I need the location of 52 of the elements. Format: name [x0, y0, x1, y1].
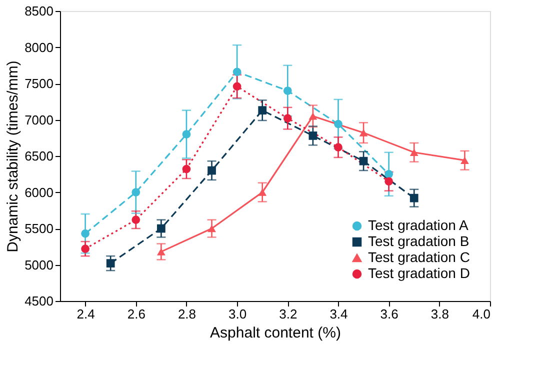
legend-label: Test gradation B [368, 233, 470, 249]
point [132, 188, 140, 196]
legend-label: Test gradation D [368, 265, 470, 281]
point [156, 224, 166, 233]
point [208, 224, 216, 232]
legend-label: Test gradation A [368, 217, 470, 233]
point [81, 229, 90, 238]
point [156, 248, 166, 256]
legend-label: Test gradation C [368, 249, 470, 265]
x-tick-label: 3.0 [228, 306, 247, 322]
x-tick-label: 3.8 [430, 306, 449, 322]
x-axis-title: Asphalt content (%) [210, 324, 341, 342]
point [232, 82, 242, 91]
x-tick-label: 2.6 [127, 306, 146, 322]
point [182, 164, 191, 174]
point [283, 114, 292, 122]
point [410, 194, 418, 202]
y-tick-label: 7000 [24, 112, 54, 128]
point [410, 148, 418, 156]
point [182, 130, 191, 138]
point [359, 129, 368, 136]
x-tick-label: 3.4 [330, 306, 348, 322]
point [334, 143, 342, 152]
x-tick-label: 2.4 [76, 306, 95, 322]
point [359, 156, 368, 166]
x-tick-label: 3.2 [279, 306, 298, 322]
point [258, 188, 267, 196]
point [460, 156, 469, 164]
y-axis-title: Dynamic stability (times/mm) [4, 60, 22, 252]
y-tick-label: 6000 [24, 184, 54, 200]
point [308, 132, 318, 140]
point [106, 259, 115, 268]
y-tick-label: 5000 [24, 257, 54, 272]
point [334, 120, 342, 128]
y-tick-label: 4500 [24, 294, 54, 308]
point [384, 177, 394, 186]
y-tick-label: 5500 [24, 221, 54, 236]
point [308, 112, 318, 120]
y-tick-label: 8500 [24, 4, 54, 18]
point [208, 166, 216, 175]
point [258, 106, 267, 115]
point [132, 216, 140, 224]
x-tick-label: 2.8 [178, 306, 196, 322]
x-tick-label: 3.6 [380, 306, 398, 322]
y-tick-label: 7500 [24, 76, 54, 91]
y-tick-label: 8000 [24, 40, 54, 55]
point [232, 68, 242, 76]
x-tick-label: 4.0 [472, 306, 490, 322]
point [384, 170, 394, 178]
point [283, 86, 292, 95]
y-tick-label: 6500 [24, 148, 54, 164]
point [81, 244, 90, 253]
